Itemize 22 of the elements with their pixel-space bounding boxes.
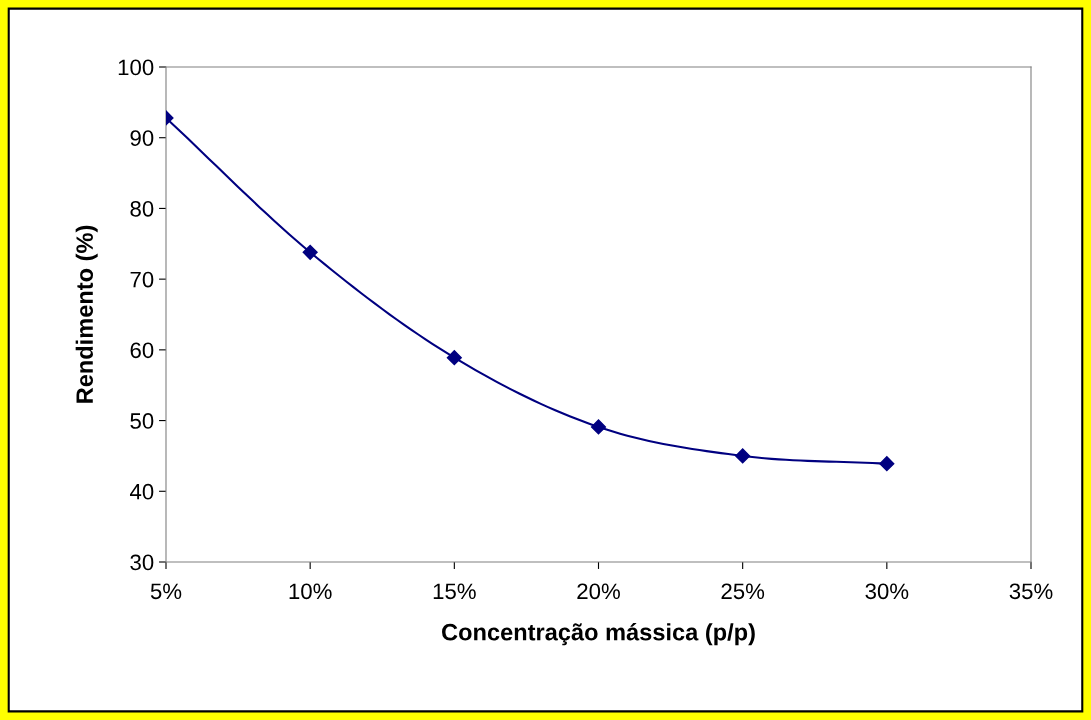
y-tick-label: 90: [130, 130, 154, 146]
x-tick-label: 25%: [721, 583, 765, 600]
y-tick-label: 80: [130, 200, 154, 217]
x-axis-title: Concentração mássica (p/p): [442, 622, 755, 646]
x-tick-label: 10%: [289, 583, 332, 600]
x-tick-label: 5%: [150, 583, 182, 600]
x-tick-label: 15%: [433, 583, 476, 600]
y-tick-label: 40: [129, 483, 154, 500]
y-tick-label: 50: [130, 413, 154, 429]
x-tick-label: 35%: [1009, 583, 1053, 600]
y-tick-label: 30: [130, 554, 154, 571]
point: [302, 244, 318, 260]
x-tick-label: 30%: [865, 583, 909, 600]
x-tick-label: 20%: [577, 583, 620, 600]
y-tick-label: 100: [118, 59, 154, 76]
point: [735, 448, 751, 464]
y-tick-label: 60: [130, 342, 154, 359]
point: [446, 350, 462, 366]
point: [590, 419, 607, 435]
y-axis-title: Rendimento (%): [75, 225, 98, 403]
y-tick-label: 70: [130, 271, 154, 288]
point: [879, 456, 895, 472]
